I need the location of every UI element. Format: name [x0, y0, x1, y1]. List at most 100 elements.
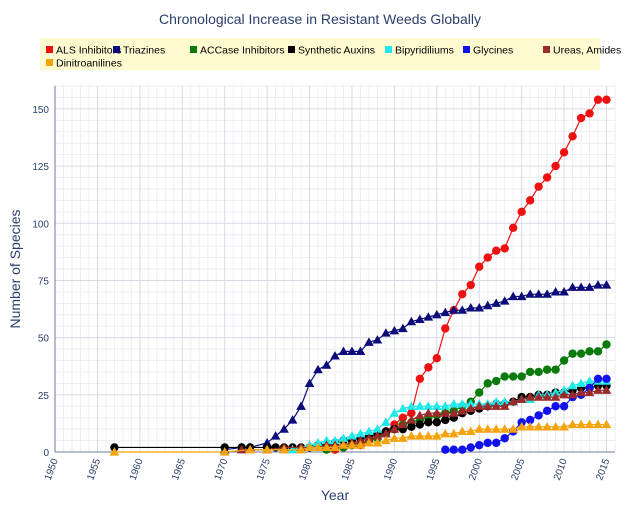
- data-point-dinitroanilines: [465, 426, 476, 436]
- x-tick-label: 1995: [425, 457, 443, 482]
- data-point-triazines: [431, 309, 442, 319]
- data-point-dinitroanilines: [584, 419, 595, 429]
- y-tick-label: 75: [38, 276, 50, 287]
- data-point-dinitroanilines: [245, 444, 255, 454]
- legend-swatch: [190, 46, 197, 53]
- x-tick-label: 2010: [552, 457, 570, 482]
- data-point-bipyridiliums: [448, 399, 459, 408]
- data-point-glycines: [475, 440, 484, 450]
- data-point-triazines: [372, 335, 383, 344]
- data-point-glycines: [593, 374, 603, 383]
- x-tick-label: 1950: [43, 457, 61, 482]
- data-point-ureas-amides: [601, 385, 612, 394]
- data-point-ureas-amides: [516, 394, 527, 404]
- x-tick-label: 1970: [213, 457, 231, 482]
- data-point-synthetic-auxins: [271, 443, 280, 452]
- data-point-bipyridiliums: [465, 399, 476, 408]
- data-point-dinitroanilines: [279, 444, 289, 454]
- data-point-ureas-amides: [482, 401, 493, 410]
- data-point-bipyridiliums: [567, 380, 578, 390]
- data-point-triazines: [499, 296, 510, 305]
- data-point-als-inhibitors: [432, 354, 442, 363]
- data-point-dinitroanilines: [491, 424, 502, 433]
- data-point-bipyridiliums: [347, 431, 357, 440]
- data-point-bipyridiliums: [372, 424, 383, 433]
- data-point-als-inhibitors: [593, 95, 603, 104]
- data-point-triazines: [296, 401, 306, 410]
- x-tick-label: 2015: [594, 457, 612, 482]
- data-point-triazines: [465, 303, 476, 312]
- legend-swatch: [46, 46, 53, 53]
- data-point-triazines: [364, 337, 374, 346]
- series-layer: [109, 95, 612, 456]
- data-point-dinitroanilines: [559, 422, 569, 431]
- data-point-dinitroanilines: [389, 433, 400, 442]
- data-point-bipyridiliums: [406, 401, 417, 410]
- data-point-dinitroanilines: [550, 422, 561, 431]
- data-point-glycines: [559, 402, 569, 411]
- data-point-ureas-amides: [533, 392, 544, 401]
- data-point-dinitroanilines: [381, 435, 391, 445]
- data-point-bipyridiliums: [415, 401, 425, 410]
- data-point-triazines: [533, 289, 544, 298]
- data-point-triazines: [593, 280, 603, 289]
- data-point-dinitroanilines: [321, 442, 332, 452]
- data-point-accase-inhibitors: [568, 349, 577, 358]
- data-point-triazines: [457, 305, 468, 314]
- data-point-bipyridiliums: [338, 433, 349, 442]
- data-point-ureas-amides: [415, 410, 425, 420]
- legend-label: Bipyridiliums: [395, 45, 454, 57]
- data-point-triazines: [423, 312, 434, 321]
- data-point-als-inhibitors: [500, 244, 509, 253]
- data-point-als-inhibitors: [475, 262, 484, 271]
- data-point-dinitroanilines: [508, 424, 519, 433]
- data-point-als-inhibitors: [576, 113, 586, 123]
- data-point-bipyridiliums: [313, 438, 323, 447]
- data-point-als-inhibitors: [466, 280, 475, 290]
- data-point-triazines: [321, 360, 332, 369]
- data-point-als-inhibitors: [559, 148, 569, 157]
- data-point-ureas-amides: [508, 396, 519, 406]
- data-point-ureas-amides: [389, 424, 400, 433]
- data-point-ureas-amides: [406, 415, 417, 424]
- data-point-glycines: [449, 445, 458, 454]
- data-point-bipyridiliums: [559, 385, 569, 394]
- data-point-dinitroanilines: [542, 422, 552, 431]
- data-point-als-inhibitors: [534, 182, 543, 191]
- legend-label: Dinitroanilines: [56, 58, 122, 70]
- data-point-triazines: [601, 280, 612, 289]
- x-tick-label: 1960: [128, 457, 146, 482]
- data-point-triazines: [415, 314, 425, 323]
- data-point-als-inhibitors: [585, 109, 594, 118]
- data-point-bipyridiliums: [364, 426, 374, 436]
- data-point-bipyridiliums: [381, 417, 391, 426]
- data-point-dinitroanilines: [423, 431, 434, 440]
- data-point-dinitroanilines: [516, 422, 527, 431]
- data-point-glycines: [551, 402, 560, 411]
- data-point-accase-inhibitors: [500, 372, 509, 381]
- data-point-ureas-amides: [593, 385, 603, 394]
- data-point-ureas-amides: [355, 435, 366, 445]
- data-point-ureas-amides: [372, 431, 383, 440]
- data-point-bipyridiliums: [287, 444, 298, 454]
- data-point-als-inhibitors: [508, 223, 518, 233]
- data-point-dinitroanilines: [372, 438, 383, 447]
- data-point-synthetic-auxins: [424, 418, 433, 427]
- data-point-dinitroanilines: [398, 433, 408, 442]
- data-point-ureas-amides: [474, 401, 485, 410]
- data-point-ureas-amides: [381, 428, 391, 438]
- data-point-bipyridiliums: [431, 401, 442, 410]
- data-point-dinitroanilines: [406, 431, 417, 440]
- y-tick-label: 50: [38, 334, 50, 345]
- data-point-bipyridiliums: [440, 401, 451, 410]
- y-tick-label: 25: [38, 391, 50, 402]
- data-point-als-inhibitors: [551, 161, 560, 171]
- data-point-bipyridiliums: [576, 378, 586, 387]
- data-point-dinitroanilines: [533, 422, 544, 431]
- x-tick-label: 1965: [170, 457, 188, 482]
- x-tick-label: 1975: [255, 457, 273, 482]
- data-point-triazines: [279, 424, 289, 433]
- data-point-accase-inhibitors: [551, 365, 560, 374]
- data-point-triazines: [508, 291, 519, 301]
